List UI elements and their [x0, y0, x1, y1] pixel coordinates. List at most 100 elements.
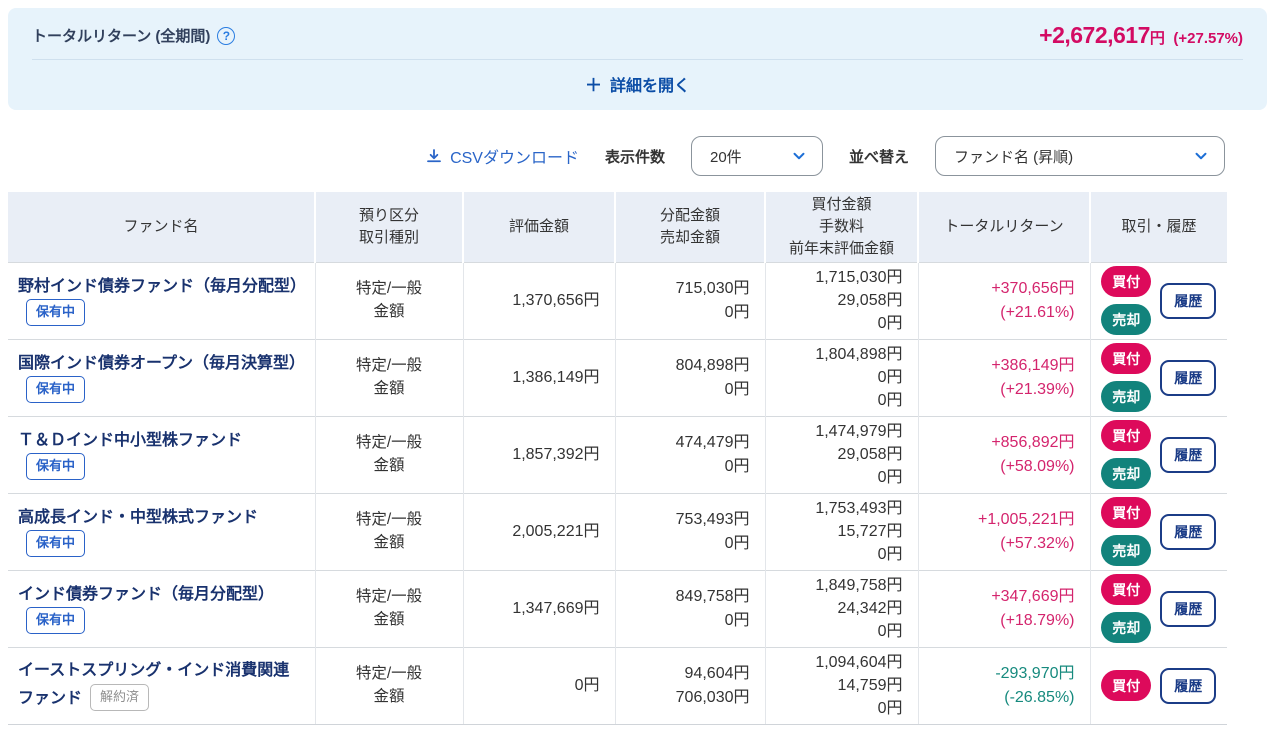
purchase-cell: 1,715,030円 29,058円 0円: [764, 261, 918, 339]
fund-name-link[interactable]: インド債券ファンド（毎月分配型）: [18, 585, 275, 603]
fund-name-link[interactable]: Ｔ＆Ｄインド中小型株ファンド: [18, 431, 243, 449]
return-amount: +347,669円: [991, 588, 1075, 606]
table-row: イーストスプリング・インド消費関連ファンド 解約済 特定/一般 金額 0円 94,…: [8, 646, 1227, 725]
buy-button[interactable]: 買付: [1101, 343, 1152, 374]
transaction-type: 金額: [373, 302, 405, 320]
transaction-type: 金額: [373, 379, 405, 397]
distribution-cell: 715,030円 0円: [614, 261, 765, 339]
division-cell: 特定/一般 金額: [314, 261, 463, 339]
actions-cell: 買付 売却 履歴: [1089, 338, 1227, 416]
help-icon[interactable]: ?: [217, 26, 236, 45]
holding-badge: 保有中: [26, 376, 86, 404]
purchase-amount: 1,804,898円: [815, 345, 903, 363]
return-amount: +370,656円: [991, 280, 1075, 298]
buy-button[interactable]: 買付: [1101, 420, 1152, 451]
fee-amount: 15,727円: [837, 522, 903, 540]
sell-button[interactable]: 売却: [1101, 458, 1152, 489]
fund-name-link[interactable]: イーストスプリング・インド消費関連ファンド: [18, 662, 290, 707]
header-actions: 取引・履歴: [1089, 192, 1227, 262]
sell-button[interactable]: 売却: [1101, 612, 1152, 643]
transaction-type: 金額: [373, 687, 405, 705]
header-distribution-line1: 分配金額: [659, 207, 720, 224]
distribution-cell: 849,758円 0円: [614, 569, 765, 647]
distribution-amount: 94,604円: [684, 665, 750, 683]
prev-year-valuation: 0円: [877, 546, 903, 564]
table-toolbar: CSVダウンロード 表示件数 20件 並べ替え ファンド名 (昇順): [0, 136, 1225, 176]
history-button[interactable]: 履歴: [1160, 282, 1217, 319]
division-type: 特定/一般: [355, 357, 423, 375]
buy-button[interactable]: 買付: [1101, 670, 1152, 701]
division-cell: 特定/一般 金額: [314, 492, 463, 570]
history-button[interactable]: 履歴: [1160, 667, 1217, 704]
header-fund-name: ファンド名: [123, 217, 199, 235]
header-distribution: 分配金額 売却金額: [614, 192, 765, 262]
history-button[interactable]: 履歴: [1160, 436, 1217, 473]
history-button[interactable]: 履歴: [1160, 359, 1217, 396]
history-button[interactable]: 履歴: [1160, 513, 1217, 550]
plus-icon: ＋: [584, 76, 602, 95]
display-count-value: 20件: [709, 148, 742, 166]
fund-name-link[interactable]: 国際インド債券オープン（毎月決算型）: [18, 354, 306, 372]
fee-amount: 29,058円: [837, 445, 903, 463]
distribution-amount: 753,493円: [675, 511, 750, 529]
header-valuation: 評価金額: [462, 192, 615, 262]
fund-cell: 高成長インド・中型株式ファンド保有中: [8, 492, 315, 570]
expand-details-link[interactable]: ＋ 詳細を開く: [585, 71, 690, 96]
division-cell: 特定/一般 金額: [314, 646, 463, 725]
distribution-cell: 753,493円 0円: [614, 492, 765, 570]
sell-button[interactable]: 売却: [1101, 535, 1152, 566]
transaction-type: 金額: [373, 610, 405, 628]
csv-download-link[interactable]: CSVダウンロード: [425, 144, 579, 168]
history-button[interactable]: 履歴: [1160, 590, 1217, 627]
prev-year-valuation: 0円: [877, 623, 903, 641]
display-count-select[interactable]: 20件: [690, 136, 823, 176]
table-row: 高成長インド・中型株式ファンド保有中 特定/一般 金額 2,005,221円 7…: [8, 492, 1227, 570]
table-row: 野村インド債券ファンド（毎月分配型） 保有中 特定/一般 金額 1,370,656…: [8, 261, 1227, 339]
chevron-down-icon: [793, 152, 805, 160]
sell-amount: 0円: [724, 380, 750, 398]
sell-button[interactable]: 売却: [1101, 381, 1152, 412]
buy-button[interactable]: 買付: [1101, 497, 1152, 528]
buy-button[interactable]: 買付: [1101, 266, 1152, 297]
return-pct: (+57.32%): [1000, 534, 1075, 552]
sell-amount: 0円: [724, 611, 750, 629]
header-division-line2: 取引種別: [358, 228, 419, 246]
total-return-amount: +2,672,617: [1039, 22, 1150, 48]
sell-button[interactable]: 売却: [1101, 304, 1152, 335]
header-purchase: 買付金額 手数料 前年末評価金額: [764, 192, 918, 262]
fee-amount: 14,759円: [837, 676, 903, 694]
holding-badge: 保有中: [26, 299, 86, 327]
division-type: 特定/一般: [355, 588, 423, 606]
fund-cell: Ｔ＆Ｄインド中小型株ファンド保有中: [8, 415, 315, 493]
division-type: 特定/一般: [355, 280, 423, 298]
table-row: Ｔ＆Ｄインド中小型株ファンド保有中 特定/一般 金額 1,857,392円 47…: [8, 415, 1227, 493]
sort-select[interactable]: ファンド名 (昇順): [935, 136, 1225, 176]
actions-cell: 買付 履歴: [1089, 646, 1227, 725]
actions-cell: 買付 売却 履歴: [1089, 492, 1227, 570]
valuation-cell: 2,005,221円: [462, 492, 615, 570]
fund-name-link[interactable]: 野村インド債券ファンド（毎月分配型）: [18, 277, 307, 295]
distribution-cell: 94,604円 706,030円: [614, 646, 765, 725]
return-amount: +856,892円: [991, 434, 1075, 452]
purchase-cell: 1,804,898円 0円 0円: [764, 338, 918, 416]
download-icon: [427, 149, 441, 163]
prev-year-valuation: 0円: [877, 469, 903, 487]
distribution-amount: 849,758円: [675, 588, 750, 606]
return-amount: +1,005,221円: [977, 511, 1075, 529]
holding-badge: 保有中: [26, 530, 86, 558]
table-row: インド債券ファンド（毎月分配型）保有中 特定/一般 金額 1,347,669円 …: [8, 569, 1227, 647]
total-return-unit: 円: [1149, 30, 1165, 47]
valuation-cell: 1,386,149円: [462, 338, 615, 416]
header-distribution-line2: 売却金額: [659, 228, 720, 246]
division-type: 特定/一般: [355, 511, 423, 529]
fund-name-link[interactable]: 高成長インド・中型株式ファンド: [18, 508, 259, 526]
valuation-cell: 1,370,656円: [462, 261, 615, 339]
total-return-cell: +370,656円 (+21.61%): [917, 261, 1090, 339]
fund-cell: イーストスプリング・インド消費関連ファンド 解約済: [8, 646, 315, 725]
sell-amount: 0円: [724, 303, 750, 321]
buy-button[interactable]: 買付: [1101, 574, 1152, 605]
distribution-cell: 804,898円 0円: [614, 338, 765, 416]
holding-badge: 保有中: [26, 453, 86, 481]
banner-title: トータルリターン (全期間): [32, 28, 211, 45]
fee-amount: 29,058円: [837, 291, 903, 309]
